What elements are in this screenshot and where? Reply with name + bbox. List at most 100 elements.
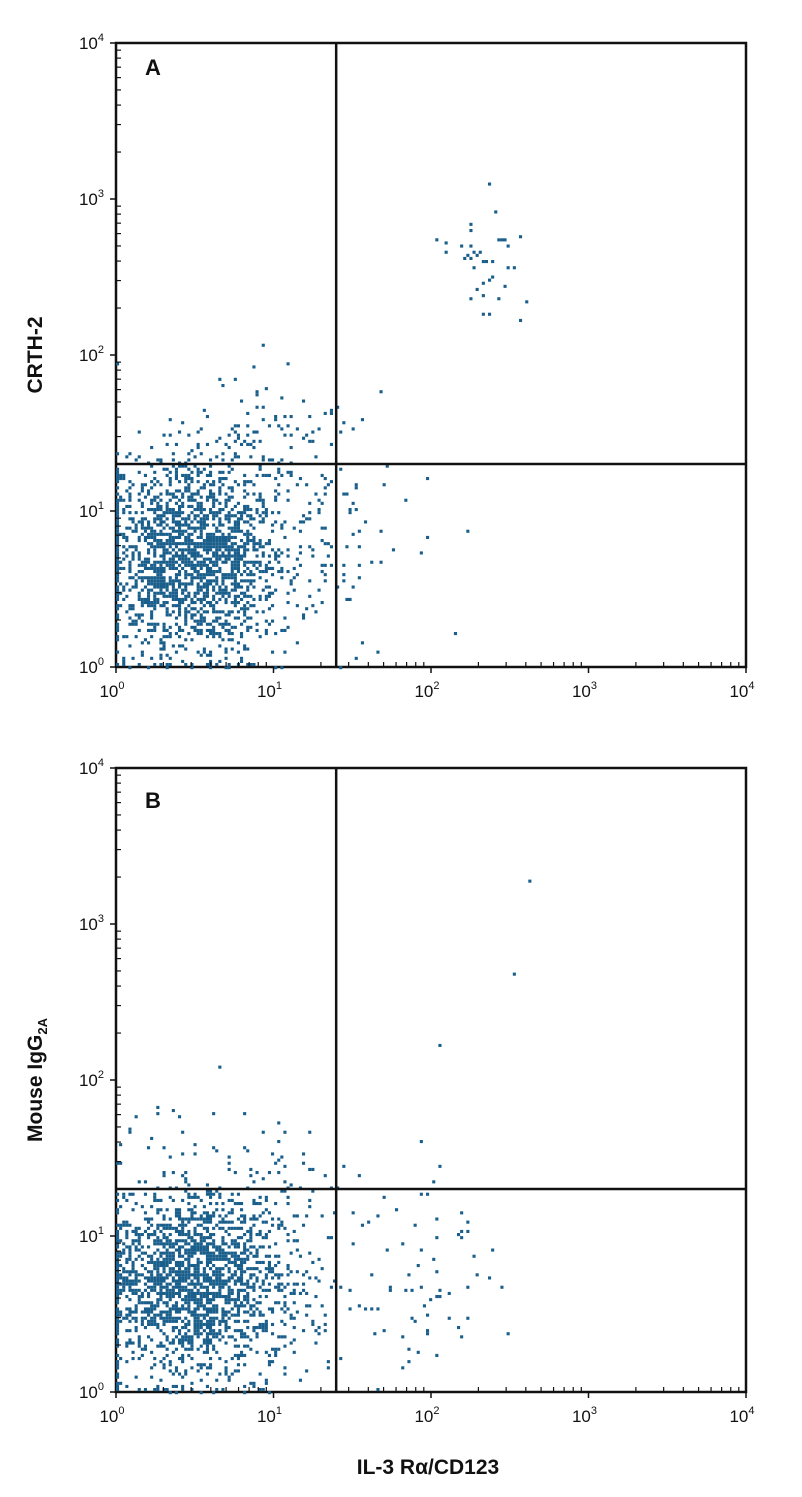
event-dot: [174, 650, 178, 654]
event-dot: [224, 442, 228, 446]
event-dot: [171, 508, 175, 512]
event-dot: [128, 1273, 132, 1277]
event-dot: [205, 1372, 209, 1376]
event-dot: [153, 498, 157, 502]
event-dot: [150, 635, 154, 639]
event-dot: [202, 1220, 206, 1224]
event-dot: [271, 523, 275, 527]
event-dot: [215, 539, 219, 543]
event-dot: [209, 548, 213, 552]
event-dot: [199, 622, 203, 626]
event-dot: [196, 1279, 200, 1283]
event-dot: [196, 430, 200, 434]
event-dot: [215, 545, 219, 549]
event-dot: [174, 529, 178, 533]
event-dot: [125, 1223, 129, 1227]
event-dot: [184, 619, 188, 623]
event-dot: [218, 520, 222, 524]
event-dot: [159, 579, 163, 583]
event-dot: [181, 1229, 185, 1233]
event-dot: [137, 455, 141, 459]
event-dot: [215, 1316, 219, 1320]
event-dot: [224, 1301, 228, 1305]
event-dot: [190, 579, 194, 583]
event-dot: [174, 1264, 178, 1268]
event-dot: [218, 377, 222, 381]
event-dot: [243, 619, 247, 623]
event-dot: [190, 532, 194, 536]
event-dot: [116, 628, 120, 632]
x-tick-base: 10: [99, 682, 118, 701]
event-dot: [190, 1254, 194, 1258]
event-dot: [181, 1319, 185, 1323]
event-dot: [116, 588, 120, 592]
event-dot: [165, 1264, 169, 1268]
event-dot: [181, 1388, 185, 1392]
event-dot: [122, 1242, 126, 1246]
event-dot: [131, 483, 135, 487]
event-dot: [221, 579, 225, 583]
event-dot: [202, 1276, 206, 1280]
event-dot: [323, 486, 327, 490]
event-dot: [264, 1236, 268, 1240]
event-dot: [171, 464, 175, 468]
event-dot: [292, 1282, 296, 1286]
x-tick-exponent: 2: [433, 680, 439, 692]
event-dot: [199, 523, 203, 527]
event-dot: [190, 638, 194, 642]
event-dot: [156, 622, 160, 626]
event-dot: [131, 557, 135, 561]
event-dot: [199, 597, 203, 601]
event-dot: [329, 1236, 333, 1240]
event-dot: [233, 1304, 237, 1308]
event-dot: [150, 1270, 154, 1274]
event-dot: [184, 1171, 188, 1175]
event-dot: [233, 560, 237, 564]
event-dot: [153, 563, 157, 567]
event-dot: [311, 1189, 315, 1193]
event-dot: [230, 625, 234, 629]
event-dot: [246, 433, 250, 437]
event-dot: [252, 439, 256, 443]
event-dot: [258, 1313, 262, 1317]
event-dot: [174, 1366, 178, 1370]
event-dot: [209, 1236, 213, 1240]
event-dot: [224, 477, 228, 481]
event-dot: [224, 588, 228, 592]
event-dot: [224, 597, 228, 601]
event-dot: [159, 588, 163, 592]
event-dot: [174, 535, 178, 539]
event-dot: [342, 563, 346, 567]
event-dot: [184, 1285, 188, 1289]
event-dot: [162, 433, 166, 437]
event-dot: [193, 1205, 197, 1209]
event-dot: [246, 663, 250, 667]
event-dot: [218, 436, 222, 440]
event-dot: [460, 1229, 464, 1233]
event-dot: [227, 594, 231, 598]
event-dot: [298, 551, 302, 555]
event-dot: [488, 312, 492, 316]
event-dot: [134, 585, 138, 589]
event-dot: [236, 1353, 240, 1357]
event-dot: [143, 1229, 147, 1233]
event-dot: [274, 1242, 278, 1246]
event-dot: [159, 554, 163, 558]
event-dot: [243, 1335, 247, 1339]
event-dot: [184, 554, 188, 558]
event-dot: [240, 1214, 244, 1218]
event-dot: [116, 1273, 120, 1277]
event-dot: [209, 1267, 213, 1271]
event-dot: [246, 1248, 250, 1252]
event-dot: [236, 436, 240, 440]
event-dot: [165, 489, 169, 493]
event-dot: [240, 1260, 244, 1264]
event-dot: [181, 495, 185, 499]
y-tick-label: 104: [79, 32, 104, 53]
event-dot: [159, 532, 163, 536]
event-dot: [181, 588, 185, 592]
event-dot: [261, 554, 265, 558]
event-dot: [221, 588, 225, 592]
event-dot: [174, 622, 178, 626]
event-dot: [184, 557, 188, 561]
